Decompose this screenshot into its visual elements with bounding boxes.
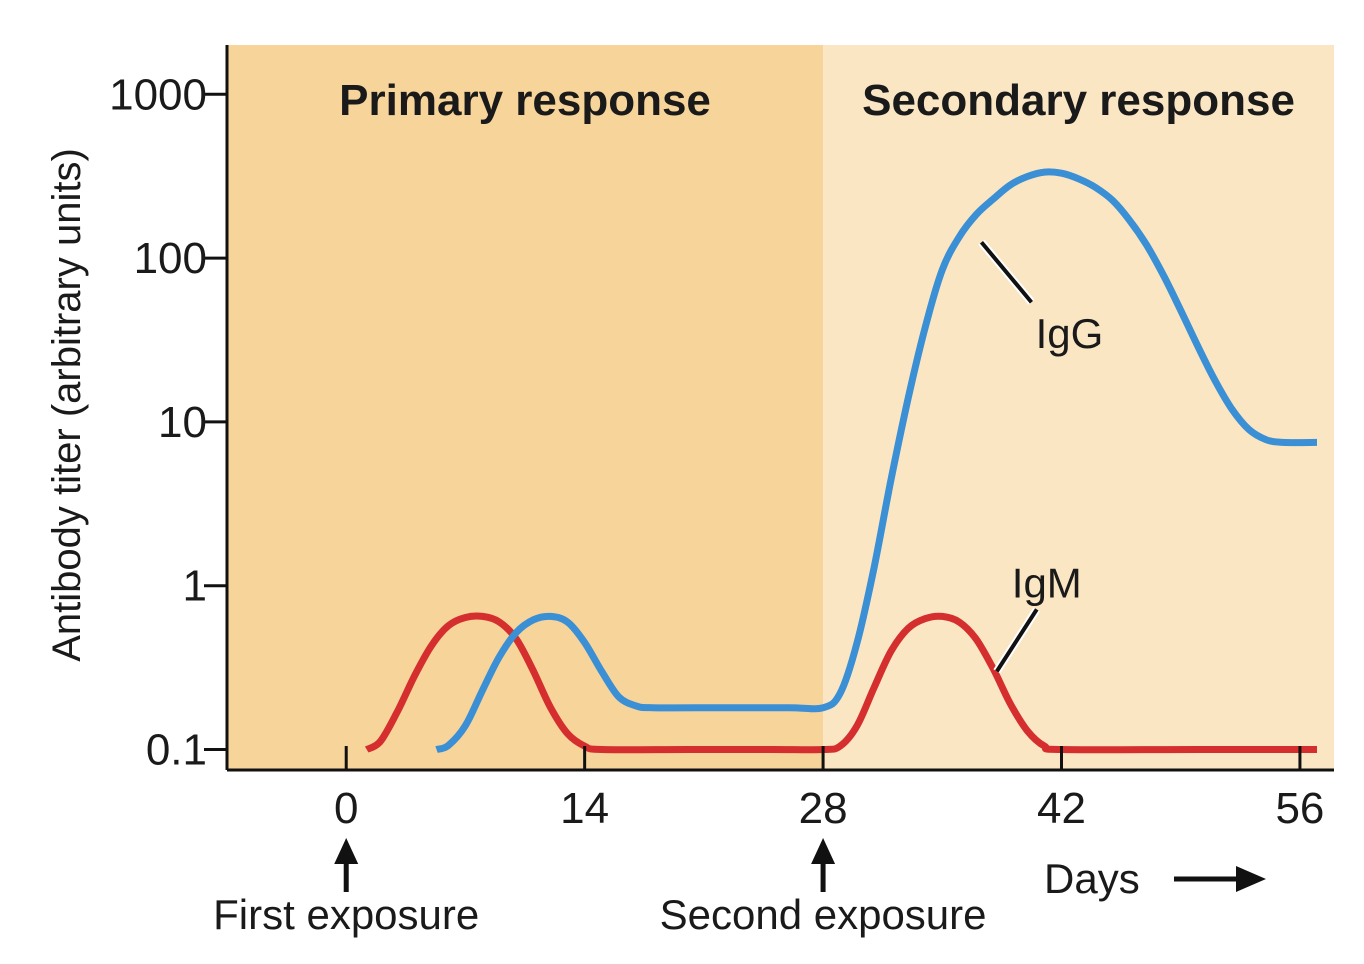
leader-line-igg <box>979 240 1033 304</box>
y-tick-label: 0.1 <box>146 726 207 775</box>
axes-layer <box>225 45 1334 772</box>
x-tick-label: 56 <box>1275 784 1324 833</box>
x-tick-label: 14 <box>560 784 609 833</box>
series-label-igm: IgM <box>1012 559 1082 606</box>
y-axis-title: Antibody titer (arbitrary units) <box>45 148 89 662</box>
x-axis-title: Days <box>1044 855 1140 902</box>
y-tick-label: 1 <box>183 562 207 611</box>
region-label-primary-response: Primary response <box>339 76 711 125</box>
x-axis-title-group: Days <box>1044 855 1266 902</box>
series-line-igg <box>435 168 1318 753</box>
region-secondary-response <box>823 45 1334 770</box>
ticks-layer: 0.1 1 10 100 1000 0 14 28 42 56 <box>109 70 1324 833</box>
y-tick-label: 10 <box>158 398 207 447</box>
y-tick-label: 1000 <box>109 70 207 119</box>
x-tick-label: 28 <box>799 784 848 833</box>
leader-line-igm <box>995 608 1039 673</box>
series-label-igg: IgG <box>1036 310 1104 357</box>
series-line-igm <box>364 612 1317 754</box>
exposure-arrow-head-icon <box>334 838 359 864</box>
region-labels-layer: Primary response Secondary response <box>339 76 1295 125</box>
y-tick-label: 100 <box>134 234 207 283</box>
x-tick-label: 42 <box>1037 784 1086 833</box>
x-tick-label: 0 <box>334 784 358 833</box>
x-axis-arrow-head <box>1236 866 1266 892</box>
exposure-arrow-head-icon <box>811 838 836 864</box>
series-layer <box>364 168 1318 754</box>
exposure-label-second-exposure: Second exposure <box>660 891 987 938</box>
regions-layer <box>227 45 1334 770</box>
exposure-label-first-exposure: First exposure <box>213 891 479 938</box>
annotations-layer: IgG IgM First exposure Second exposure <box>213 239 1104 938</box>
region-label-secondary-response: Secondary response <box>862 76 1295 125</box>
